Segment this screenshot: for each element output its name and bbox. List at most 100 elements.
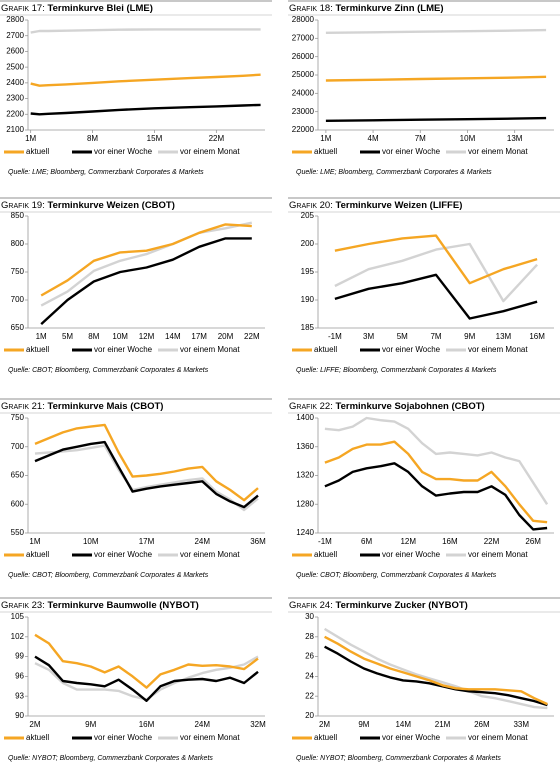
y-tick-label: 2400 (6, 78, 24, 87)
chart-label: Grafik 17: (1, 3, 45, 14)
x-tick-label: 13M (496, 332, 512, 341)
y-tick-label: 600 (11, 499, 25, 508)
y-tick-label: 102 (11, 632, 25, 641)
chart-title: Grafik 20: Terminkurve Weizen (LIFFE) (289, 200, 462, 211)
y-tick-label: 93 (15, 691, 24, 700)
chart-title: Grafik 23: Terminkurve Baumwolle (NYBOT) (1, 600, 199, 611)
y-tick-label: 24000 (292, 88, 315, 97)
y-tick-label: 800 (11, 239, 25, 248)
y-tick-label: 2300 (6, 94, 24, 103)
x-tick-label: 26M (525, 537, 541, 546)
legend-label: vor einem Monat (180, 733, 240, 742)
y-tick-label: 200 (301, 239, 315, 248)
chart-panel: Grafik 17: Terminkurve Blei (LME) 2100 220… (0, 0, 272, 176)
legend-label: vor einer Woche (382, 733, 441, 742)
x-tick-label: 7M (415, 134, 426, 143)
y-tick-label: 2200 (6, 109, 24, 118)
x-tick-label: 6M (361, 537, 372, 546)
x-tick-label: 8M (87, 134, 98, 143)
legend-label: vor einem Monat (180, 550, 240, 559)
x-tick-label: 32M (250, 720, 266, 729)
y-tick-label: 27000 (292, 33, 315, 42)
legend-label: vor einer Woche (382, 550, 441, 559)
source-note: Quelle: LME; Bloomberg, Commerzbank Corp… (296, 169, 492, 176)
legend-label: aktuell (26, 147, 49, 156)
series-line (34, 423, 259, 502)
legend-label: vor einem Monat (468, 345, 528, 354)
legend-label: vor einer Woche (94, 733, 153, 742)
series-line (30, 103, 261, 116)
legend-label: vor einem Monat (180, 147, 240, 156)
y-tick-label: 700 (11, 442, 25, 451)
source-note: Quelle: CBOT; Bloomberg, Commerzbank Cor… (8, 367, 209, 374)
y-tick-label: 28 (305, 632, 314, 641)
series-line (325, 75, 547, 82)
x-tick-label: 9M (85, 720, 96, 729)
x-tick-label: 16M (529, 332, 545, 341)
chart-title-text: Terminkurve Weizen (CBOT) (48, 200, 175, 211)
x-tick-label: -1M (318, 537, 332, 546)
y-tick-label: 550 (11, 528, 25, 537)
legend-label: aktuell (314, 345, 337, 354)
x-tick-label: 17M (139, 537, 155, 546)
chart-label: Grafik 23: (1, 600, 45, 611)
y-tick-label: 22000 (292, 125, 315, 134)
legend-label: aktuell (26, 733, 49, 742)
y-tick-label: 650 (11, 471, 25, 480)
chart-title-text: Terminkurve Blei (LME) (48, 3, 153, 14)
y-tick-label: 2600 (6, 47, 24, 56)
y-tick-label: 25000 (292, 70, 315, 79)
y-tick-label: 24 (305, 672, 314, 681)
y-tick-label: 2800 (6, 15, 24, 24)
x-tick-label: 8M (88, 332, 99, 341)
y-tick-label: 195 (301, 267, 315, 276)
x-tick-label: 16M (442, 537, 458, 546)
series-line (325, 116, 547, 122)
y-tick-label: 185 (301, 323, 315, 332)
source-note: Quelle: CBOT; Bloomberg, Commerzbank Cor… (296, 572, 497, 579)
y-tick-label: 650 (11, 323, 25, 332)
chart-label: Grafik 19: (1, 200, 45, 211)
chart-panel: Grafik 24: Terminkurve Zucker (NYBOT) 20 2… (288, 597, 560, 762)
chart-title: Grafik 19: Terminkurve Weizen (CBOT) (1, 200, 175, 211)
chart-title-text: Terminkurve Zinn (LME) (336, 3, 444, 14)
y-tick-label: 30 (305, 612, 314, 621)
y-tick-label: 850 (11, 211, 25, 220)
series-line (334, 242, 538, 303)
chart-label: Grafik 24: (289, 600, 333, 611)
x-tick-label: 10M (460, 134, 476, 143)
x-tick-label: 21M (435, 720, 451, 729)
legend-label: vor einer Woche (94, 345, 153, 354)
x-tick-label: 24M (194, 720, 210, 729)
chart-panel: Grafik 23: Terminkurve Baumwolle (NYBOT)… (0, 597, 272, 762)
chart-title-text: Terminkurve Weizen (LIFFE) (336, 200, 463, 211)
series-line (324, 635, 548, 706)
x-tick-label: 12M (139, 332, 155, 341)
y-tick-label: 26 (305, 652, 314, 661)
y-tick-label: 750 (11, 413, 25, 422)
series-line (324, 645, 548, 707)
x-tick-label: 2M (319, 720, 330, 729)
legend-label: aktuell (314, 147, 337, 156)
series-line (30, 28, 261, 34)
chart-label: Grafik 22: (289, 401, 333, 412)
legend-label: vor einem Monat (468, 733, 528, 742)
y-tick-label: 99 (15, 652, 24, 661)
x-tick-label: 9M (358, 720, 369, 729)
series-line (324, 416, 549, 505)
y-tick-label: 190 (301, 295, 315, 304)
x-tick-label: 5M (62, 332, 73, 341)
y-tick-label: 1400 (296, 413, 314, 422)
x-tick-label: 1M (36, 332, 47, 341)
x-tick-label: 14M (165, 332, 181, 341)
x-tick-label: 2M (29, 720, 40, 729)
series-line (34, 655, 259, 702)
x-tick-label: 5M (397, 332, 408, 341)
chart-title-text: Terminkurve Sojabohnen (CBOT) (336, 401, 485, 412)
y-tick-label: 28000 (292, 15, 315, 24)
x-tick-label: 14M (395, 720, 411, 729)
y-tick-label: 23000 (292, 107, 315, 116)
x-tick-label: 33M (513, 720, 529, 729)
chart-title-text: Terminkurve Zucker (NYBOT) (336, 600, 468, 611)
